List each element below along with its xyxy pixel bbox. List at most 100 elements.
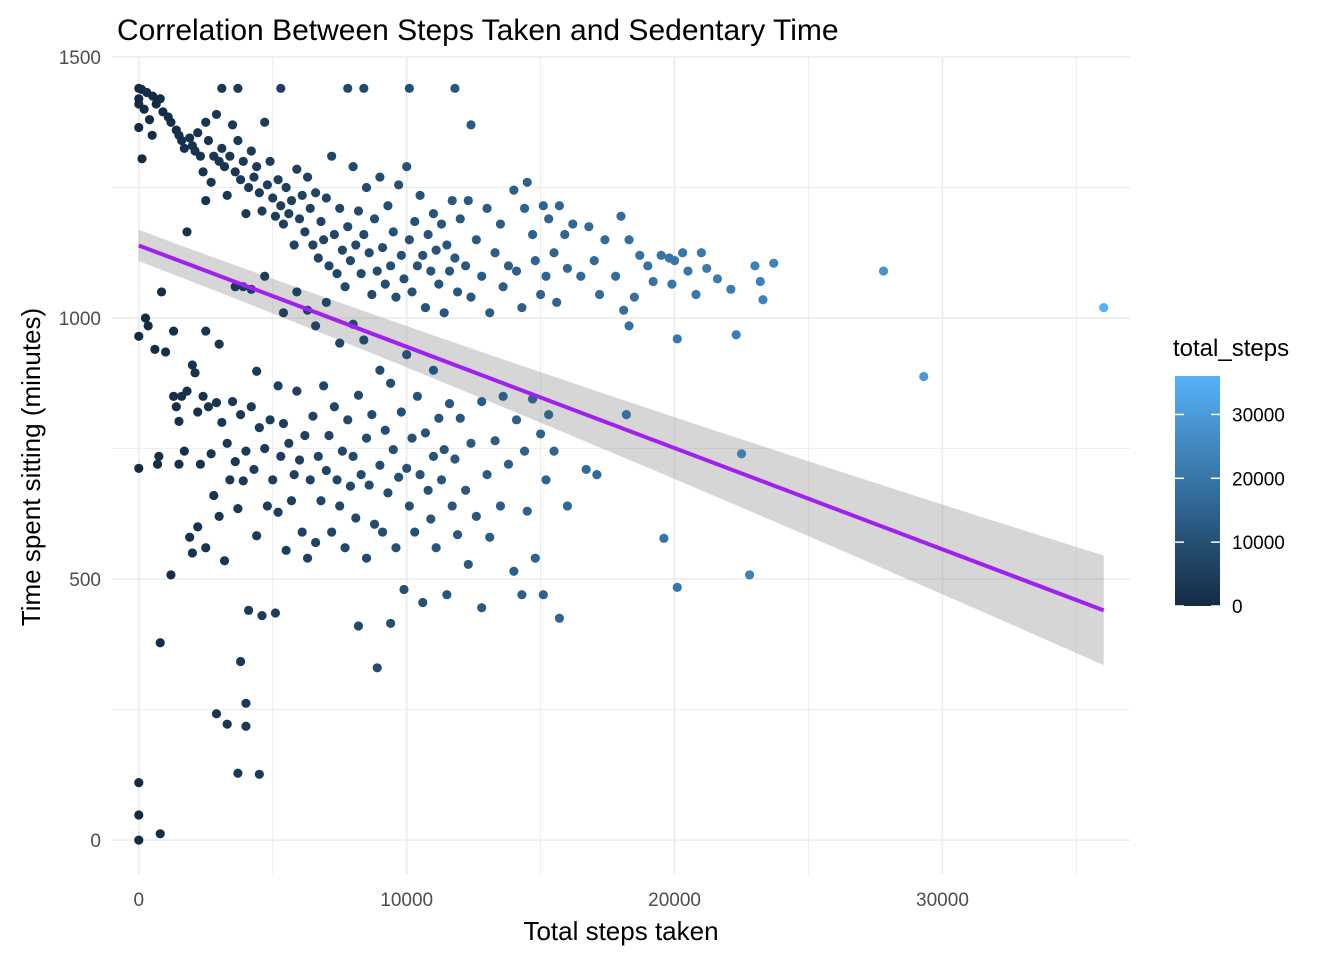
data-point [554, 201, 564, 211]
data-point [744, 570, 755, 580]
data-point [155, 94, 165, 104]
data-point [329, 402, 339, 412]
legend-title: total_steps [1173, 335, 1289, 362]
data-point [394, 180, 404, 190]
data-point [327, 151, 337, 161]
data-point [294, 455, 305, 465]
data-point [404, 235, 414, 245]
data-point [302, 553, 313, 563]
data-point [736, 449, 747, 459]
data-point [383, 488, 393, 498]
data-point [503, 261, 514, 271]
data-point [624, 235, 634, 245]
data-point [375, 365, 385, 375]
data-point [257, 610, 267, 621]
data-point [305, 475, 315, 485]
confidence-band [138, 229, 1104, 666]
data-point [217, 83, 227, 93]
data-point [452, 287, 463, 297]
data-point [444, 399, 455, 409]
data-point [407, 433, 417, 443]
data-point [260, 117, 270, 127]
data-point [498, 282, 508, 292]
data-point [418, 597, 428, 608]
data-point [442, 590, 452, 600]
data-point [286, 496, 297, 506]
data-point [321, 193, 331, 203]
data-point [434, 279, 444, 289]
data-point [750, 261, 760, 271]
data-point [238, 476, 248, 486]
data-point [148, 91, 158, 101]
data-point [538, 590, 548, 600]
data-point [195, 151, 206, 161]
data-point [428, 209, 439, 219]
data-point [249, 172, 259, 182]
data-point [217, 417, 227, 428]
data-point [292, 386, 302, 396]
data-point [300, 227, 310, 237]
data-point [426, 266, 436, 276]
data-point [420, 302, 431, 313]
data-point [241, 446, 251, 456]
data-point [420, 428, 431, 438]
grid-lines [112, 56, 1130, 874]
data-point [292, 164, 302, 174]
x-tick-label: 0 [134, 890, 145, 911]
data-point [369, 519, 380, 529]
data-point [308, 411, 318, 421]
data-point [485, 532, 495, 542]
data-point [302, 172, 313, 182]
data-point [284, 209, 294, 219]
data-point [361, 433, 372, 443]
data-point [195, 459, 206, 469]
data-point [313, 253, 323, 263]
data-point [769, 258, 779, 268]
trend-line [138, 243, 1105, 613]
data-point [549, 446, 559, 456]
data-point [447, 195, 457, 206]
data-point [319, 235, 329, 245]
data-point [166, 117, 176, 127]
data-point [143, 321, 153, 331]
data-point [337, 245, 347, 255]
data-point [198, 391, 208, 401]
data-point [193, 128, 203, 138]
data-point [361, 182, 372, 193]
data-point [439, 308, 449, 318]
data-point [260, 271, 270, 281]
data-point [431, 245, 441, 255]
data-point [268, 475, 278, 485]
data-point [246, 402, 256, 412]
data-point [201, 543, 211, 553]
data-point [244, 605, 254, 615]
data-point [343, 222, 353, 232]
data-point [227, 396, 238, 407]
y-tick-label: 1500 [59, 48, 101, 69]
data-point [348, 451, 358, 461]
data-point [171, 402, 181, 412]
data-point [477, 396, 487, 407]
data-point [522, 177, 532, 187]
data-point [262, 501, 272, 511]
data-point [562, 501, 573, 511]
data-point [412, 261, 422, 271]
data-point [222, 719, 232, 729]
data-point [134, 810, 144, 820]
data-point [174, 416, 184, 426]
x-tick-label: 10000 [380, 890, 433, 911]
data-point [683, 266, 693, 276]
data-point [726, 284, 736, 294]
data-point [375, 460, 385, 470]
data-point [284, 438, 294, 448]
data-point [219, 556, 230, 566]
data-point [292, 287, 302, 297]
data-point [495, 501, 506, 511]
data-point [372, 266, 382, 276]
data-point [667, 279, 677, 289]
data-point [356, 470, 366, 480]
data-point [289, 470, 299, 480]
data-point [919, 371, 929, 382]
data-point [316, 496, 326, 506]
data-point [356, 269, 366, 279]
